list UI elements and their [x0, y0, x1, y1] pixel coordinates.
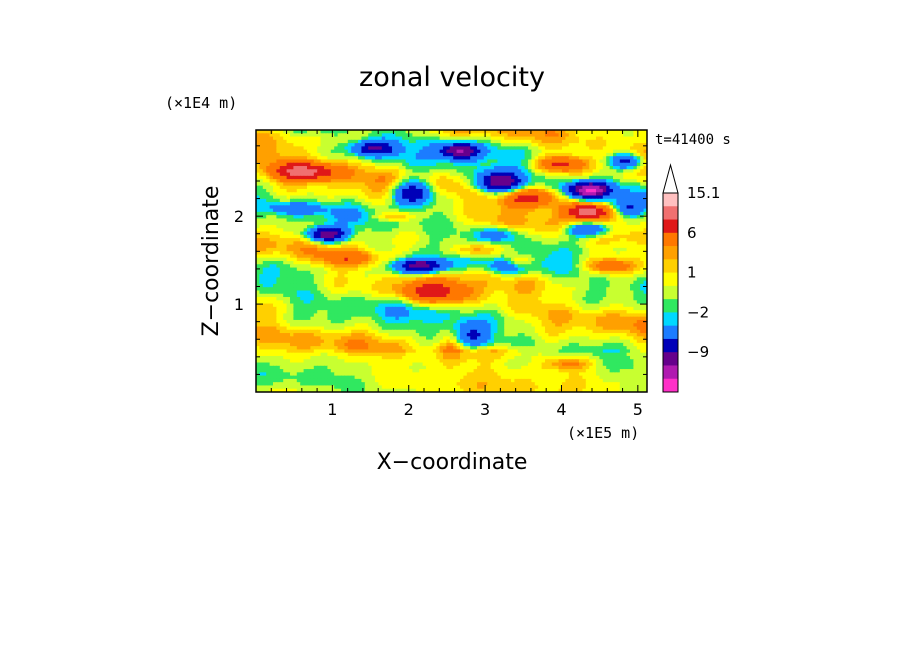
- colorbar-label: 1: [687, 264, 697, 282]
- colorbar-swatch: [663, 325, 678, 340]
- x-axis-ticks: 1 2 3 4 5: [270, 130, 643, 419]
- colorbar-swatch: [663, 272, 678, 287]
- colorbar-swatch: [663, 365, 678, 380]
- colorbar-label: −9: [687, 343, 709, 361]
- colorbar-swatch: [663, 246, 678, 260]
- chart-title: zonal velocity: [359, 62, 545, 93]
- colorbar-swatch: [663, 338, 678, 353]
- x-tick-label: 2: [404, 400, 414, 419]
- colorbar-label: 15.1: [687, 184, 720, 202]
- colorbar-extension: [662, 163, 679, 194]
- colorbar-swatch: [663, 312, 678, 327]
- colorbar-frame: [662, 192, 679, 393]
- y-axis-ticks: 12: [234, 145, 647, 375]
- x-tick-label: 5: [633, 400, 643, 419]
- y-unit-label: (×1E4 m): [165, 94, 237, 112]
- colorbar-swatch: [663, 232, 678, 247]
- colorbar-swatch: [663, 206, 678, 220]
- colorbar-label: −2: [687, 303, 709, 321]
- colorbar-swatch: [663, 285, 678, 300]
- colorbar-swatch: [663, 219, 678, 234]
- colorbar-label: 6: [687, 224, 697, 242]
- colorbar-swatch: [663, 259, 678, 273]
- x-tick-label: 4: [556, 400, 566, 419]
- x-unit-label: (×1E5 m): [567, 424, 639, 442]
- time-label: t=41400 s: [655, 132, 731, 148]
- contour-field: [256, 130, 647, 392]
- y-tick-label: 1: [234, 295, 244, 314]
- x-axis-label: X−coordinate: [377, 450, 528, 475]
- x-tick-label: 3: [480, 400, 490, 419]
- y-axis-label: Z−coordinate: [199, 186, 224, 337]
- colorbar-swatch: [663, 299, 678, 313]
- colorbar-swatch: [663, 352, 678, 366]
- colorbar-swatch: [663, 193, 678, 207]
- x-tick-label: 1: [327, 400, 337, 419]
- colorbar-swatch: [663, 378, 678, 393]
- plot-frame: [255, 129, 648, 393]
- y-tick-label: 2: [234, 207, 244, 226]
- colorbar: 15.1 6 1 −2 −9: [662, 163, 720, 393]
